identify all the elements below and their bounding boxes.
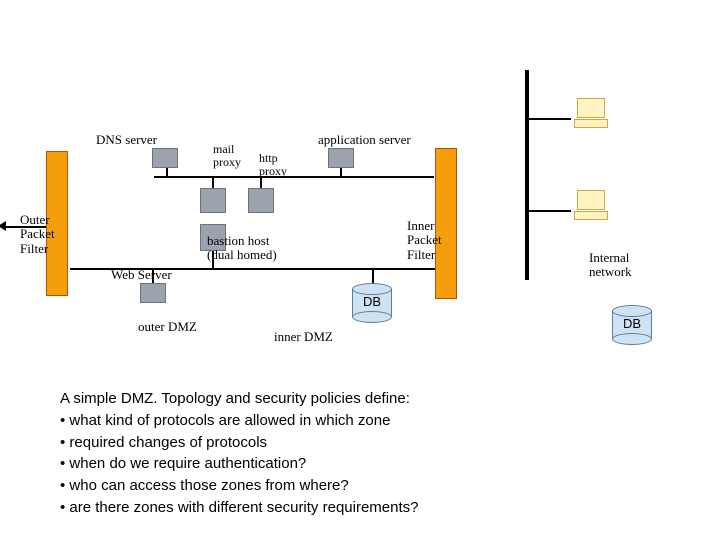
lbl-internal-network: Internal network (589, 251, 632, 280)
lbl-inner-dmz: inner DMZ (274, 330, 333, 344)
caption-bullet: • what kind of protocols are allowed in … (60, 410, 418, 432)
internal-line-bot (529, 210, 571, 212)
application-server (328, 148, 354, 168)
terminal-icon (574, 190, 608, 224)
caption-bullet: • are there zones with different securit… (60, 497, 418, 519)
dns-server (152, 148, 178, 168)
lbl-application-server: application server (318, 133, 411, 147)
http-proxy (248, 188, 274, 213)
internal-network-bus (525, 70, 529, 280)
lbl-outer-dmz: outer DMZ (138, 320, 197, 334)
outer-arrow-head (0, 221, 6, 231)
top-bus (154, 176, 434, 178)
lbl-outer-packet-filter: Outer Packet Filter (20, 213, 55, 256)
caption-title: A simple DMZ. Topology and security poli… (60, 388, 418, 410)
lbl-mail-proxy: mail proxy (213, 143, 241, 169)
lbl-dns: DNS server (96, 133, 157, 147)
lbl-web-server: Web Server (111, 268, 172, 282)
terminal-icon (574, 98, 608, 132)
caption-block: A simple DMZ. Topology and security poli… (60, 388, 418, 519)
mail-http-proxy (200, 188, 226, 213)
db-label: DB (612, 316, 652, 331)
caption-bullet: • when do we require authentication? (60, 453, 418, 475)
lbl-http-proxy: http proxy (259, 152, 287, 178)
lbl-bastion-host: bastion host (dual homed) (207, 234, 277, 263)
web-server (140, 283, 166, 303)
dmz-diagram: DB DB DNS server application server mail … (0, 0, 720, 540)
db-label: DB (352, 294, 392, 309)
lbl-inner-packet-filter: Inner Packet Filter (407, 219, 442, 262)
internal-line-top (529, 118, 571, 120)
caption-bullet: • required changes of protocols (60, 432, 418, 454)
caption-bullet: • who can access those zones from where? (60, 475, 418, 497)
